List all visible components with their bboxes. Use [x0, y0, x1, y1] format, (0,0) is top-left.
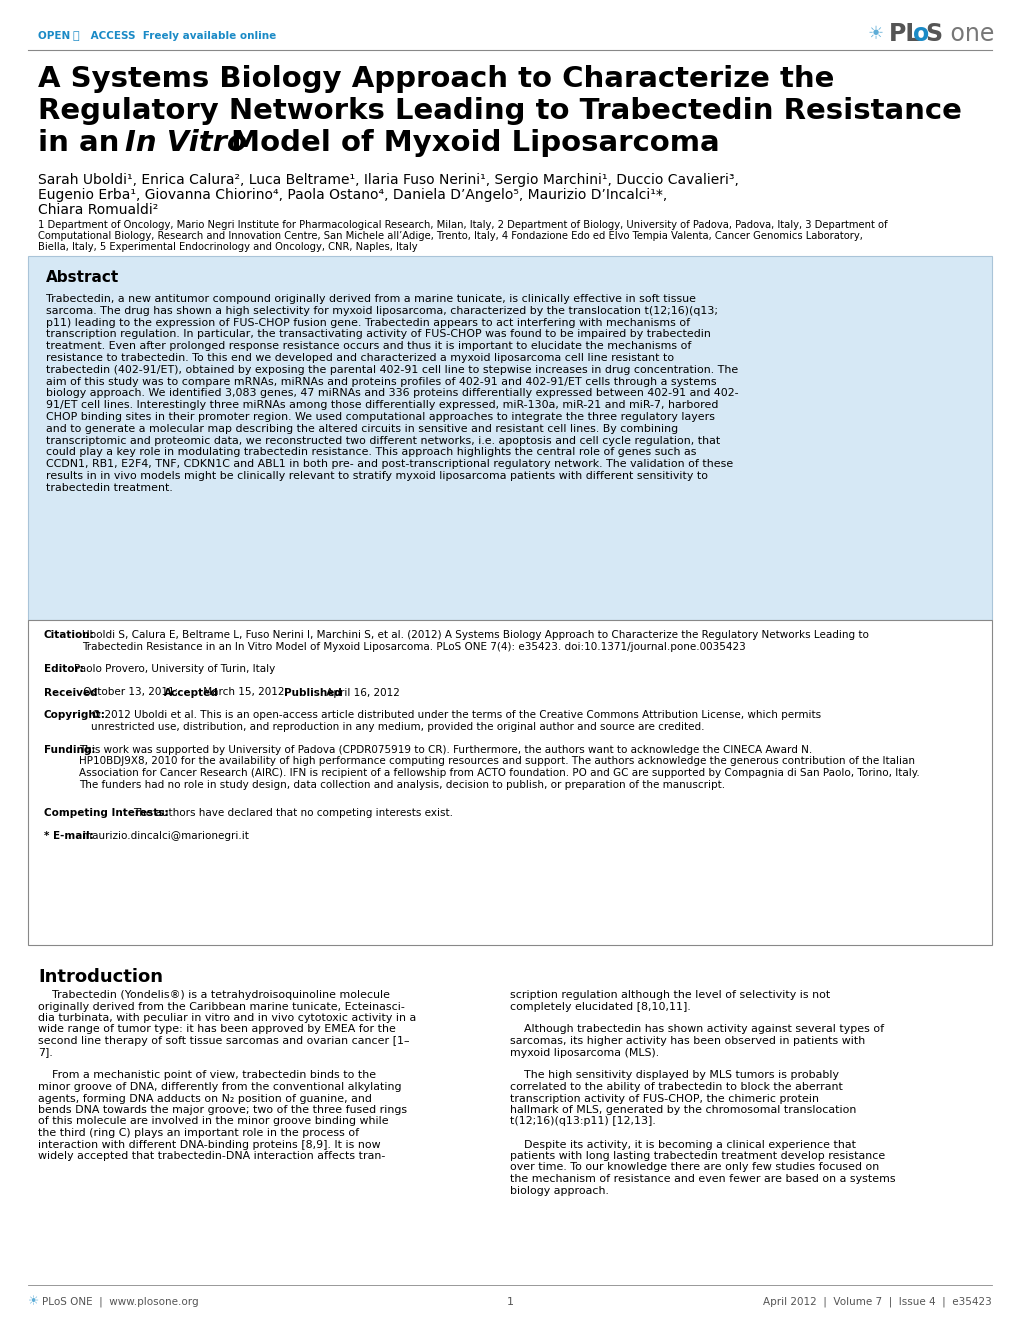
- Text: From a mechanistic point of view, trabectedin binds to the: From a mechanistic point of view, trabec…: [38, 1071, 376, 1080]
- Text: biology approach.: biology approach.: [510, 1185, 608, 1196]
- Text: CHOP binding sites in their promoter region. We used computational approaches to: CHOP binding sites in their promoter reg…: [46, 412, 714, 421]
- Text: October 13, 2011;: October 13, 2011;: [79, 687, 181, 698]
- Text: Despite its activity, it is becoming a clinical experience that: Despite its activity, it is becoming a c…: [510, 1139, 855, 1150]
- Text: Although trabectedin has shown activity against several types of: Although trabectedin has shown activity …: [510, 1025, 883, 1034]
- Text: scription regulation although the level of selectivity is not: scription regulation although the level …: [510, 990, 829, 1000]
- Text: correlated to the ability of trabectedin to block the aberrant: correlated to the ability of trabectedin…: [510, 1083, 842, 1092]
- Text: OPEN: OPEN: [38, 32, 73, 41]
- Text: hallmark of MLS, generated by the chromosomal translocation: hallmark of MLS, generated by the chromo…: [510, 1105, 856, 1115]
- Text: originally derived from the Caribbean marine tunicate, Ecteinasci-: originally derived from the Caribbean ma…: [38, 1001, 405, 1011]
- Text: 1: 1: [506, 1297, 513, 1306]
- Text: trabectedin (402-91/ET), obtained by exposing the parental 402-91 cell line to s: trabectedin (402-91/ET), obtained by exp…: [46, 365, 738, 375]
- Text: Trabectedin Resistance in an In Vitro Model of Myxoid Liposarcoma. PLoS ONE 7(4): Trabectedin Resistance in an In Vitro Mo…: [82, 641, 745, 652]
- Text: agents, forming DNA adducts on N₂ position of guanine, and: agents, forming DNA adducts on N₂ positi…: [38, 1093, 372, 1104]
- Text: The authors have declared that no competing interests exist.: The authors have declared that no compet…: [132, 809, 452, 818]
- Text: Trabectedin (Yondelis®) is a tetrahydroisoquinoline molecule: Trabectedin (Yondelis®) is a tetrahydroi…: [38, 990, 389, 1000]
- Text: PL: PL: [889, 22, 920, 46]
- Text: © 2012 Uboldi et al. This is an open-access article distributed under the terms : © 2012 Uboldi et al. This is an open-acc…: [91, 710, 820, 720]
- Text: transcriptomic and proteomic data, we reconstructed two different networks, i.e.: transcriptomic and proteomic data, we re…: [46, 436, 719, 445]
- Text: HP10BDJ9X8, 2010 for the availability of high performance computing resources an: HP10BDJ9X8, 2010 for the availability of…: [78, 756, 914, 766]
- Text: This work was supported by University of Padova (CPDR075919 to CR). Furthermore,: This work was supported by University of…: [78, 745, 811, 755]
- Text: could play a key role in modulating trabectedin resistance. This approach highli: could play a key role in modulating trab…: [46, 448, 696, 457]
- Bar: [28, 255, 991, 620]
- Text: Citation:: Citation:: [44, 630, 95, 640]
- Text: In Vitro: In Vitro: [125, 129, 247, 157]
- Text: sarcomas, its higher activity has been observed in patients with: sarcomas, its higher activity has been o…: [510, 1036, 864, 1046]
- Text: transcription activity of FUS-CHOP, the chimeric protein: transcription activity of FUS-CHOP, the …: [510, 1093, 818, 1104]
- Text: bends DNA towards the major groove; two of the three fused rings: bends DNA towards the major groove; two …: [38, 1105, 407, 1115]
- Text: the mechanism of resistance and even fewer are based on a systems: the mechanism of resistance and even few…: [510, 1173, 895, 1184]
- Text: results in in vivo models might be clinically relevant to stratify myxoid liposa: results in in vivo models might be clini…: [46, 471, 707, 481]
- Text: * E-mail:: * E-mail:: [44, 831, 94, 842]
- Text: interaction with different DNA-binding proteins [8,9]. It is now: interaction with different DNA-binding p…: [38, 1139, 380, 1150]
- Text: second line therapy of soft tissue sarcomas and ovarian cancer [1–: second line therapy of soft tissue sarco…: [38, 1036, 409, 1046]
- Text: trabectedin treatment.: trabectedin treatment.: [46, 483, 172, 493]
- Text: 🔓: 🔓: [73, 32, 79, 41]
- Text: dia turbinata, with peculiar in vitro and in vivo cytotoxic activity in a: dia turbinata, with peculiar in vitro an…: [38, 1013, 416, 1023]
- Text: The funders had no role in study design, data collection and analysis, decision : The funders had no role in study design,…: [78, 780, 725, 789]
- Text: Accepted: Accepted: [164, 687, 218, 698]
- Text: one: one: [943, 22, 994, 46]
- Text: Abstract: Abstract: [46, 270, 119, 284]
- Text: Paolo Provero, University of Turin, Italy: Paolo Provero, University of Turin, Ital…: [74, 665, 275, 674]
- Text: Uboldi S, Calura E, Beltrame L, Fuso Nerini I, Marchini S, et al. (2012) A Syste: Uboldi S, Calura E, Beltrame L, Fuso Ner…: [82, 630, 868, 640]
- Text: and to generate a molecular map describing the altered circuits in sensitive and: and to generate a molecular map describi…: [46, 424, 678, 433]
- Text: the third (ring C) plays an important role in the process of: the third (ring C) plays an important ro…: [38, 1127, 359, 1138]
- Text: 91/ET cell lines. Interestingly three miRNAs among those differentially expresse: 91/ET cell lines. Interestingly three mi…: [46, 400, 717, 410]
- Text: A Systems Biology Approach to Characterize the: A Systems Biology Approach to Characteri…: [38, 65, 834, 94]
- Text: CCDN1, RB1, E2F4, TNF, CDKN1C and ABL1 in both pre- and post-transcriptional reg: CCDN1, RB1, E2F4, TNF, CDKN1C and ABL1 i…: [46, 460, 733, 469]
- Text: over time. To our knowledge there are only few studies focused on: over time. To our knowledge there are on…: [510, 1163, 878, 1172]
- Text: Introduction: Introduction: [38, 968, 163, 986]
- Text: Trabectedin, a new antitumor compound originally derived from a marine tunicate,: Trabectedin, a new antitumor compound or…: [46, 294, 695, 304]
- Text: S: S: [924, 22, 942, 46]
- Text: p11) leading to the expression of FUS-CHOP fusion gene. Trabectedin appears to a: p11) leading to the expression of FUS-CH…: [46, 317, 690, 328]
- Text: Competing Interests:: Competing Interests:: [44, 809, 168, 818]
- Text: minor groove of DNA, differently from the conventional alkylating: minor groove of DNA, differently from th…: [38, 1083, 401, 1092]
- Text: 7].: 7].: [38, 1047, 53, 1058]
- Text: April 2012  |  Volume 7  |  Issue 4  |  e35423: April 2012 | Volume 7 | Issue 4 | e35423: [762, 1297, 991, 1308]
- Text: March 15, 2012;: March 15, 2012;: [200, 687, 291, 698]
- Text: unrestricted use, distribution, and reproduction in any medium, provided the ori: unrestricted use, distribution, and repr…: [91, 722, 704, 732]
- Text: ACCESS  Freely available online: ACCESS Freely available online: [87, 32, 276, 41]
- Text: Copyright:: Copyright:: [44, 710, 106, 720]
- Text: ☀: ☀: [867, 25, 883, 43]
- Text: Eugenio Erba¹, Giovanna Chiorino⁴, Paola Ostano⁴, Daniela D’Angelo⁵, Maurizio D’: Eugenio Erba¹, Giovanna Chiorino⁴, Paola…: [38, 188, 666, 202]
- Text: maurizio.dincalci@marionegri.it: maurizio.dincalci@marionegri.it: [82, 831, 249, 842]
- Text: PLoS ONE  |  www.plosone.org: PLoS ONE | www.plosone.org: [42, 1297, 199, 1308]
- Text: 1 Department of Oncology, Mario Negri Institute for Pharmacological Research, Mi: 1 Department of Oncology, Mario Negri In…: [38, 220, 887, 230]
- Text: sarcoma. The drug has shown a high selectivity for myxoid liposarcoma, character: sarcoma. The drug has shown a high selec…: [46, 306, 717, 316]
- Text: resistance to trabectedin. To this end we developed and characterized a myxoid l: resistance to trabectedin. To this end w…: [46, 353, 674, 363]
- Text: widely accepted that trabectedin-DNA interaction affects tran-: widely accepted that trabectedin-DNA int…: [38, 1151, 385, 1162]
- Text: Sarah Uboldi¹, Enrica Calura², Luca Beltrame¹, Ilaria Fuso Nerini¹, Sergio March: Sarah Uboldi¹, Enrica Calura², Luca Belt…: [38, 173, 738, 187]
- Text: treatment. Even after prolonged response resistance occurs and thus it is import: treatment. Even after prolonged response…: [46, 341, 691, 352]
- Text: Regulatory Networks Leading to Trabectedin Resistance: Regulatory Networks Leading to Trabected…: [38, 97, 961, 125]
- Text: completely elucidated [8,10,11].: completely elucidated [8,10,11].: [510, 1001, 690, 1011]
- Text: Funding:: Funding:: [44, 745, 96, 755]
- Text: in an: in an: [38, 129, 129, 157]
- Text: Chiara Romualdi²: Chiara Romualdi²: [38, 203, 158, 217]
- Text: t(12;16)(q13:p11) [12,13].: t(12;16)(q13:p11) [12,13].: [510, 1117, 655, 1126]
- Text: wide range of tumor type: it has been approved by EMEA for the: wide range of tumor type: it has been ap…: [38, 1025, 395, 1034]
- Bar: [28, 620, 991, 946]
- Text: of this molecule are involved in the minor groove binding while: of this molecule are involved in the min…: [38, 1117, 388, 1126]
- Text: Model of Myxoid Liposarcoma: Model of Myxoid Liposarcoma: [221, 129, 719, 157]
- Text: Computational Biology, Research and Innovation Centre, San Michele all’Adige, Tr: Computational Biology, Research and Inno…: [38, 230, 862, 241]
- Text: aim of this study was to compare mRNAs, miRNAs and proteins profiles of 402-91 a: aim of this study was to compare mRNAs, …: [46, 377, 716, 387]
- Text: myxoid liposarcoma (MLS).: myxoid liposarcoma (MLS).: [510, 1047, 658, 1058]
- Text: Biella, Italy, 5 Experimental Endocrinology and Oncology, CNR, Naples, Italy: Biella, Italy, 5 Experimental Endocrinol…: [38, 242, 417, 252]
- Text: Association for Cancer Research (AIRC). IFN is recipient of a fellowship from AC: Association for Cancer Research (AIRC). …: [78, 768, 919, 778]
- Text: patients with long lasting trabectedin treatment develop resistance: patients with long lasting trabectedin t…: [510, 1151, 884, 1162]
- Text: ☀: ☀: [28, 1296, 39, 1309]
- Text: biology approach. We identified 3,083 genes, 47 miRNAs and 336 proteins differen: biology approach. We identified 3,083 ge…: [46, 389, 738, 399]
- Text: Editor:: Editor:: [44, 665, 84, 674]
- Text: transcription regulation. In particular, the transactivating activity of FUS-CHO: transcription regulation. In particular,…: [46, 329, 710, 340]
- Text: Published: Published: [283, 687, 341, 698]
- Text: April 16, 2012: April 16, 2012: [323, 687, 399, 698]
- Text: The high sensitivity displayed by MLS tumors is probably: The high sensitivity displayed by MLS tu…: [510, 1071, 839, 1080]
- Text: o: o: [912, 22, 928, 46]
- Text: Received: Received: [44, 687, 98, 698]
